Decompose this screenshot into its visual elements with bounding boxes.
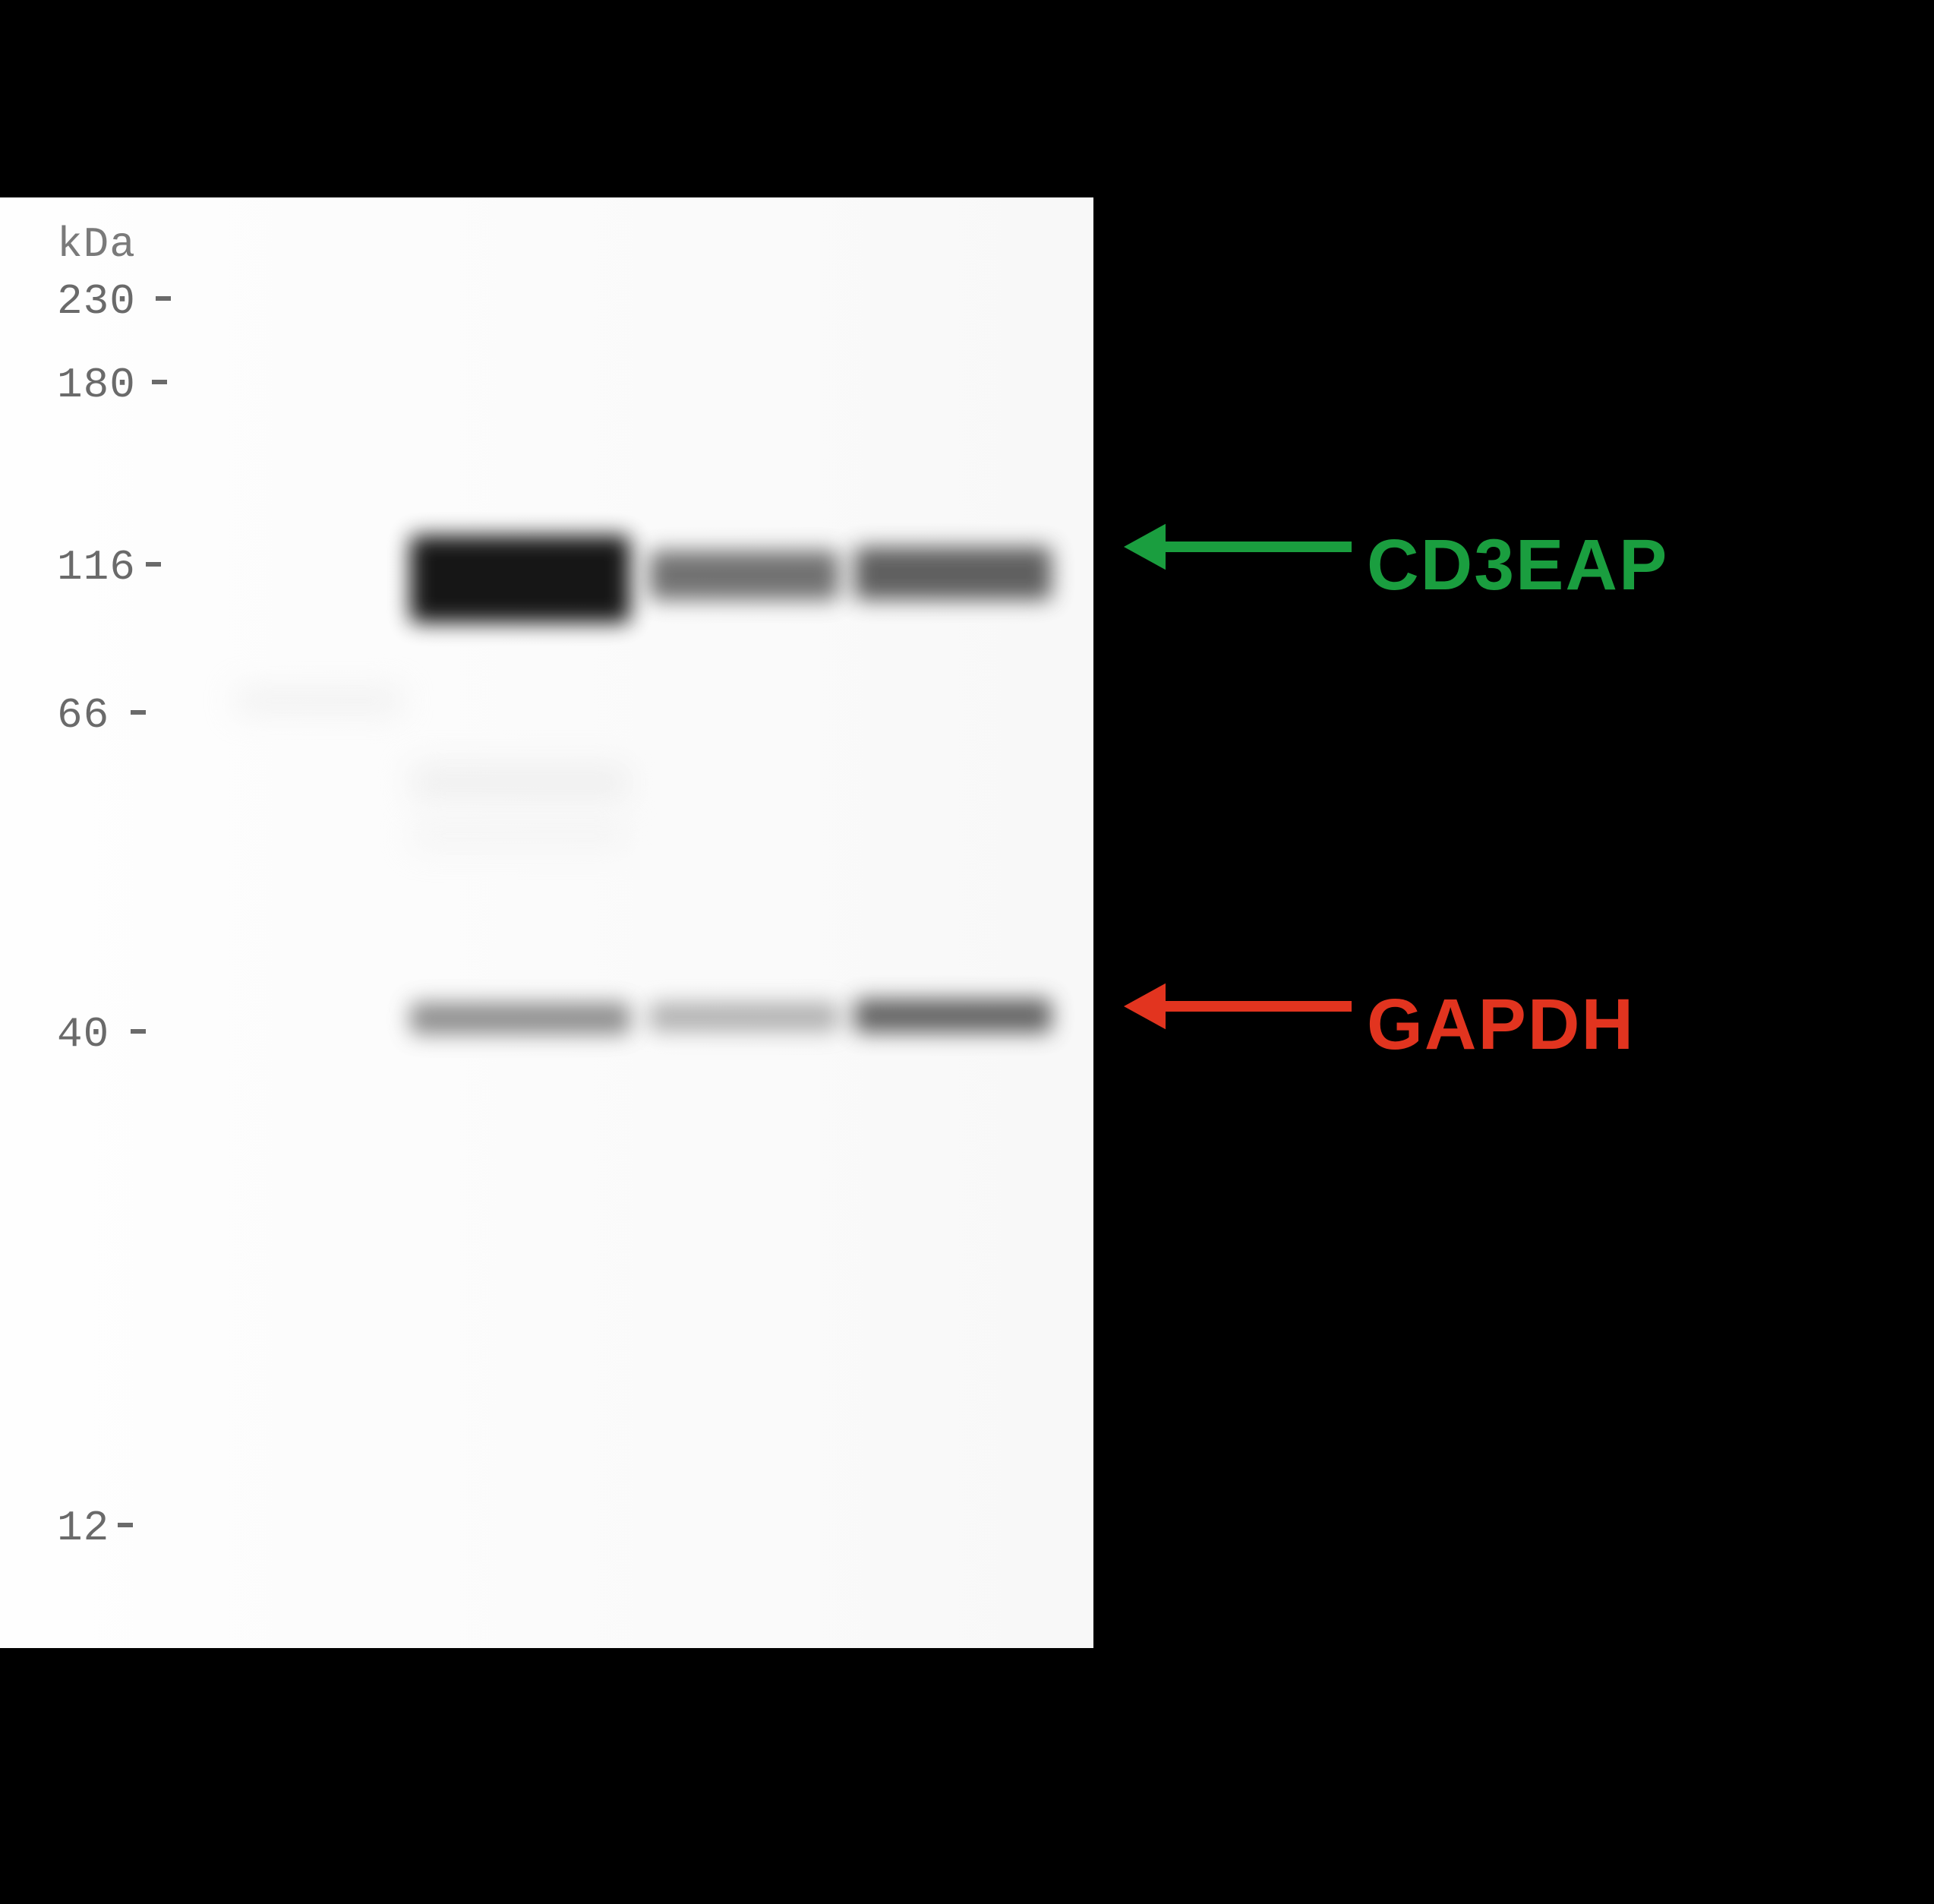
protein-band (649, 1003, 839, 1031)
protein-band (410, 535, 630, 623)
cd3eap-arrow-icon (1124, 505, 1352, 589)
mw-marker-66: 66 (57, 691, 109, 740)
protein-band (854, 547, 1052, 600)
marker-dash (131, 710, 146, 715)
kda-unit-label: kDa (57, 220, 136, 269)
protein-band (410, 1003, 630, 1034)
mw-marker-116: 116 (57, 543, 136, 592)
faint-band (410, 820, 630, 851)
faint-band (410, 763, 630, 801)
marker-dash (156, 296, 171, 301)
mw-marker-40: 40 (57, 1010, 109, 1059)
gapdh-label: GAPDH (1367, 984, 1635, 1066)
protein-band (649, 551, 839, 600)
mw-marker-180: 180 (57, 361, 136, 409)
protein-band (854, 999, 1052, 1033)
gapdh-arrow-icon (1124, 965, 1352, 1048)
mw-marker-12: 12 (57, 1504, 109, 1552)
faint-band (235, 687, 402, 714)
marker-dash (146, 562, 161, 567)
marker-dash (131, 1029, 146, 1034)
cd3eap-label: CD3EAP (1367, 524, 1668, 607)
marker-dash (118, 1523, 133, 1527)
western-blot-image: kDa 230 180 116 66 40 12 (0, 197, 1093, 1648)
mw-marker-230: 230 (57, 277, 136, 326)
marker-dash (152, 380, 167, 384)
